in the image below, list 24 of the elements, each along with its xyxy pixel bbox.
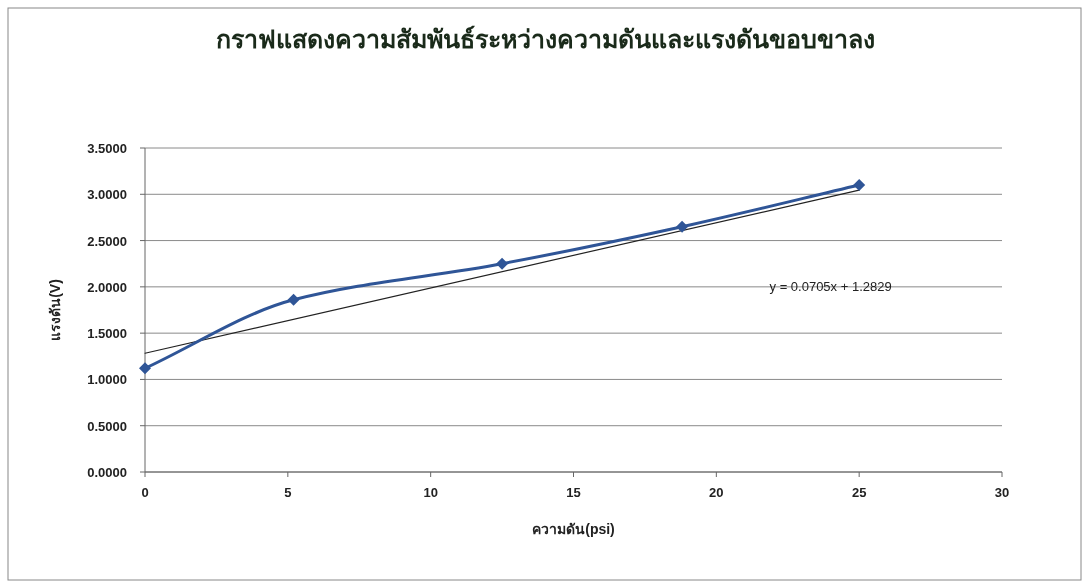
x-tick-label: 30 [994, 485, 1010, 500]
y-axis-title: แรงดัน(V) [47, 279, 63, 341]
y-tick-label: 2.0000 [87, 279, 127, 295]
y-tick-label: 1.0000 [87, 372, 127, 388]
x-tick-label: 15 [566, 485, 581, 500]
y-tick-label: 1.5000 [87, 326, 127, 342]
y-tick-label: 0.0000 [87, 465, 127, 480]
y-tick-label: 0.5000 [87, 418, 127, 434]
y-tick-label: 3.0000 [87, 187, 127, 203]
y-tick-label: 2.5000 [87, 233, 127, 249]
x-axis-title: ความดัน(psi) [532, 521, 615, 537]
point [853, 179, 866, 192]
y-tick-label: 3.5000 [87, 141, 127, 156]
point [139, 362, 151, 375]
point [287, 293, 300, 306]
x-tick-label: 10 [423, 485, 438, 500]
x-tick-label: 0 [141, 485, 149, 500]
x-tick-label: 5 [284, 485, 292, 500]
annotation: y = 0.0705x + 1.2829 [769, 278, 892, 294]
chart-title: กราฟแสดงความสัมพันธ์ระหว่างความดันและแรงดันขอบขาลง [215, 25, 875, 53]
x-tick-label: 20 [709, 485, 724, 500]
point [676, 220, 689, 233]
point [496, 257, 509, 270]
x-tick-label: 25 [851, 485, 867, 500]
